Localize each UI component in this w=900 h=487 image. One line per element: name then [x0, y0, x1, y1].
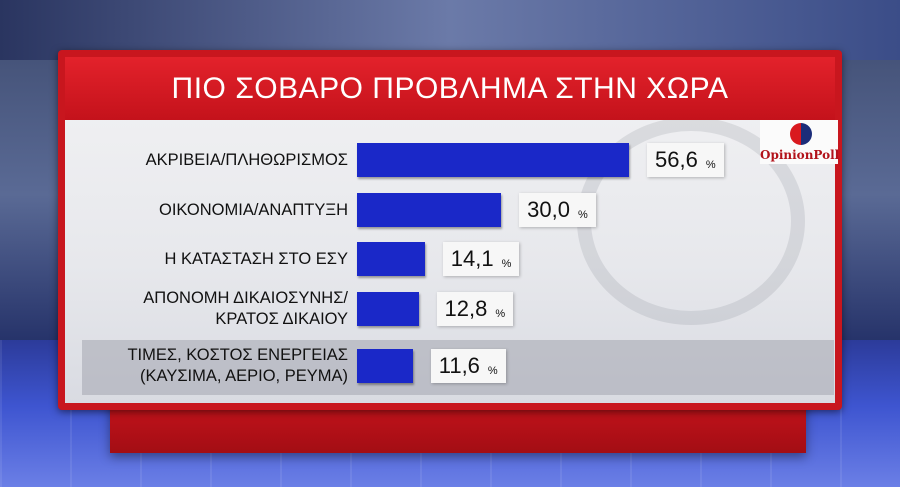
data-label: 30,0% [519, 193, 596, 227]
title-bar: ΠΙΟ ΣΟΒΑΡΟ ΠΡΟΒΛΗΜΑ ΣΤΗΝ ΧΩΡΑ [65, 57, 835, 120]
data-label-unit: % [495, 308, 506, 320]
data-label-value: 11,6 [438, 353, 480, 378]
category-label: ΤΙΜΕΣ, ΚΟΣΤΟΣ ΕΝΕΡΓΕΙΑΣ (ΚΑΥΣΙΜΑ, ΑΕΡΙΟ, … [127, 345, 348, 387]
bar [357, 349, 413, 383]
data-label: 11,6% [430, 349, 506, 383]
data-label-value: 56,6 [655, 147, 698, 172]
data-label: 56,6% [647, 143, 724, 177]
category-label: ΑΚΡΙΒΕΙΑ/ΠΛΗΘΩΡΙΣΜΟΣ [146, 150, 348, 171]
opinionpoll-logo: OpinionPoll [760, 120, 840, 164]
data-label-value: 12,8 [444, 296, 488, 321]
bar [357, 143, 629, 177]
chart-title: ΠΙΟ ΣΟΒΑΡΟ ΠΡΟΒΛΗΜΑ ΣΤΗΝ ΧΩΡΑ [171, 71, 729, 105]
data-label: 12,8% [436, 292, 514, 326]
data-label: 14,1% [442, 242, 520, 276]
data-label-unit: % [577, 209, 588, 221]
bar [357, 193, 502, 227]
logo-text: OpinionPoll [760, 148, 840, 162]
category-label-line: ΑΚΡΙΒΕΙΑ/ΠΛΗΘΩΡΙΣΜΟΣ [145, 150, 348, 169]
category-label-line: Η ΚΑΤΑΣΤΑΣΗ ΣΤΟ ΕΣΥ [164, 249, 348, 268]
data-label-unit: % [501, 258, 512, 270]
category-label: Η ΚΑΤΑΣΤΑΣΗ ΣΤΟ ΕΣΥ [164, 249, 348, 270]
category-label-line: ΑΠΟΝΟΜΗ ΔΙΚΑΙΟΣΥΝΗΣ/ [143, 289, 348, 307]
category-label-line: (ΚΑΥΣΙΜΑ, ΑΕΡΙΟ, ΡΕΥΜΑ) [140, 367, 348, 385]
category-label-line: ΤΙΜΕΣ, ΚΟΣΤΟΣ ΕΝΕΡΓΕΙΑΣ [127, 346, 348, 364]
data-label-unit: % [705, 159, 716, 171]
logo-circle-icon [790, 123, 812, 145]
category-label: ΟΙΚΟΝΟΜΙΑ/ΑΝΑΠΤΥΞΗ [159, 200, 348, 221]
category-label-line: ΚΡΑΤΟΣ ΔΙΚΑΙΟΥ [215, 310, 348, 328]
data-label-value: 30,0 [527, 197, 570, 222]
category-label: ΑΠΟΝΟΜΗ ΔΙΚΑΙΟΣΥΝΗΣ/ΚΡΑΤΟΣ ΔΙΚΑΙΟΥ [143, 288, 348, 330]
bar [357, 242, 425, 276]
category-label-line: ΟΙΚΟΝΟΜΙΑ/ΑΝΑΠΤΥΞΗ [159, 200, 348, 219]
data-label-value: 14,1 [450, 246, 494, 271]
bar [357, 292, 419, 326]
data-label-unit: % [487, 365, 498, 377]
